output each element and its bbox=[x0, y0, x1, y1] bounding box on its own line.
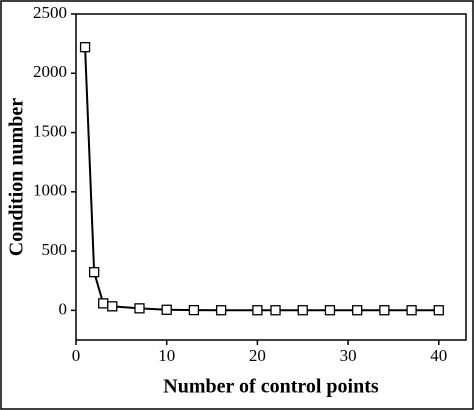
y-axis-label: Condition number bbox=[6, 98, 28, 256]
y-tick-label: 1000 bbox=[33, 181, 67, 200]
marker bbox=[134, 303, 145, 314]
y-tick-label: 0 bbox=[59, 299, 68, 318]
marker bbox=[161, 304, 172, 315]
marker bbox=[379, 305, 390, 316]
x-tick-label: 30 bbox=[340, 346, 357, 365]
x-tick-label: 20 bbox=[249, 346, 266, 365]
marker bbox=[188, 304, 200, 316]
marker bbox=[88, 267, 100, 278]
y-tick-label: 1500 bbox=[33, 121, 67, 140]
marker bbox=[324, 305, 336, 316]
marker bbox=[297, 305, 308, 316]
marker bbox=[98, 298, 109, 309]
plot-area bbox=[75, 13, 467, 341]
marker bbox=[270, 305, 281, 316]
marker bbox=[215, 305, 227, 316]
x-tick-label: 0 bbox=[72, 346, 81, 365]
marker bbox=[107, 301, 118, 312]
x-tick-label: 10 bbox=[158, 346, 175, 365]
marker bbox=[79, 42, 91, 53]
marker bbox=[433, 305, 444, 316]
y-tick-label: 2000 bbox=[33, 62, 67, 81]
marker bbox=[352, 305, 363, 316]
marker bbox=[406, 305, 417, 316]
x-tick-label: 40 bbox=[430, 346, 447, 365]
x-axis-label: Number of control points bbox=[163, 376, 379, 398]
y-tick-label: 2500 bbox=[33, 3, 67, 22]
y-tick-label: 500 bbox=[42, 240, 68, 259]
line bbox=[84, 47, 439, 312]
marker bbox=[252, 305, 263, 316]
